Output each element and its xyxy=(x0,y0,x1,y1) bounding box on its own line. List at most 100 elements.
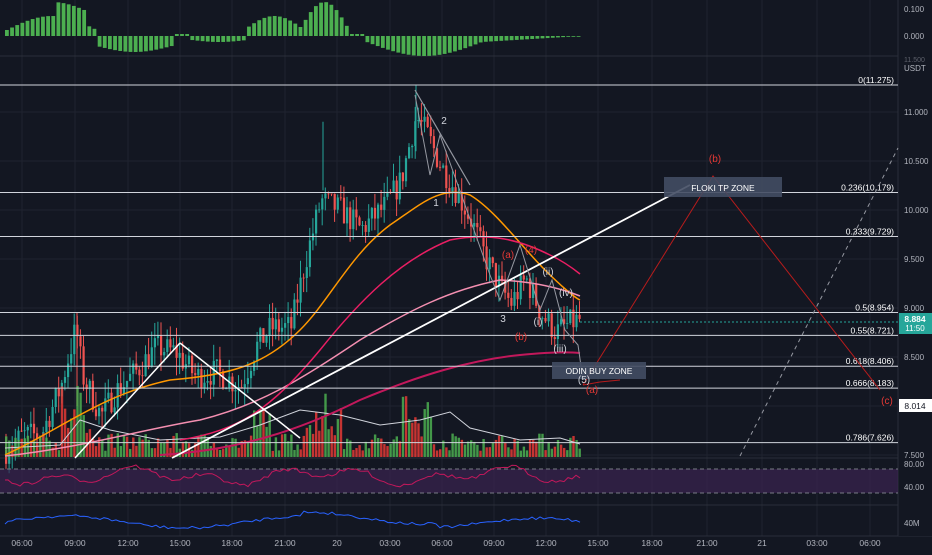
candle-body-27 xyxy=(88,380,91,390)
volume-bar-81 xyxy=(256,425,259,457)
osc-bar-21 xyxy=(113,36,117,51)
candle-body-130 xyxy=(408,147,411,159)
osc-bar-49 xyxy=(257,20,262,36)
osc-bar-25 xyxy=(133,36,138,52)
volume-bar-5 xyxy=(20,438,23,457)
osc-bar-86 xyxy=(447,36,452,53)
candle-body-123 xyxy=(386,191,389,197)
volume-bar-63 xyxy=(200,434,203,457)
osc-bar-32 xyxy=(169,36,174,47)
zone-odin-buy-label: ODIN BUY ZONE xyxy=(566,366,633,376)
price-axis-bg xyxy=(898,0,932,536)
osc-bar-34 xyxy=(180,34,184,36)
osc-bar-31 xyxy=(164,36,169,48)
volume-bar-134 xyxy=(420,436,423,457)
candle-body-8 xyxy=(29,423,32,427)
osc-bar-71 xyxy=(370,36,375,45)
osc-bar-63 xyxy=(329,4,334,36)
volume-bar-182 xyxy=(569,437,572,457)
wave-label-12: (b) xyxy=(709,154,721,165)
time-tick-8: 06:00 xyxy=(431,538,453,548)
candle-body-78 xyxy=(246,378,249,385)
osc-bar-26 xyxy=(138,36,143,52)
candle-body-88 xyxy=(277,319,280,332)
candle-body-175 xyxy=(547,313,550,322)
time-tick-5: 21:00 xyxy=(274,538,296,548)
candle-body-143 xyxy=(448,188,451,192)
volume-bar-160 xyxy=(501,435,504,457)
volume-bar-102 xyxy=(321,416,324,457)
osc-bar-80 xyxy=(417,36,421,56)
candle-body-55 xyxy=(175,345,178,358)
volume-bar-117 xyxy=(367,448,371,457)
volume-bar-157 xyxy=(491,442,495,457)
volume-bar-94 xyxy=(296,444,299,457)
osc-bar-28 xyxy=(149,36,153,51)
osc-bar-103 xyxy=(535,36,540,39)
candle-body-180 xyxy=(563,319,566,324)
volume-bar-54 xyxy=(172,435,175,457)
volume-bar-40 xyxy=(129,448,132,457)
candle-body-111 xyxy=(349,207,352,230)
osc-bar-61 xyxy=(319,2,323,37)
price-tick-2: 10.000 xyxy=(904,206,929,215)
volume-bar-173 xyxy=(541,433,544,457)
candle-body-16 xyxy=(54,388,57,407)
osc-bar-60 xyxy=(314,6,318,37)
candle-body-149 xyxy=(466,214,470,219)
volume-bar-70 xyxy=(222,448,225,457)
candle-body-50 xyxy=(160,335,163,356)
osc-bar-73 xyxy=(380,36,385,48)
candle-body-57 xyxy=(181,352,184,369)
volume-bar-108 xyxy=(339,408,343,457)
volume-bar-176 xyxy=(550,448,553,457)
candle-body-45 xyxy=(144,354,147,377)
candle-body-158 xyxy=(494,263,497,287)
candle-body-30 xyxy=(98,407,101,417)
osc-bar-88 xyxy=(458,36,462,50)
volume-bar-98 xyxy=(308,425,312,457)
volume-bar-72 xyxy=(228,446,231,457)
osc-bar-69 xyxy=(360,34,365,36)
candle-body-183 xyxy=(572,309,575,328)
volume-bar-165 xyxy=(516,440,519,457)
volume-bar-9 xyxy=(32,439,36,457)
time-tick-0: 06:00 xyxy=(11,538,33,548)
candle-body-46 xyxy=(147,354,150,367)
volume-bar-125 xyxy=(392,439,395,457)
candle-body-92 xyxy=(290,317,293,329)
volume-bar-181 xyxy=(566,450,569,457)
price-tick-4: 9.000 xyxy=(904,304,925,313)
volume-bar-88 xyxy=(277,450,281,457)
volume-bar-41 xyxy=(132,437,135,457)
osc-bar-83 xyxy=(432,36,437,56)
candle-body-142 xyxy=(445,165,448,189)
volume-bar-10 xyxy=(36,443,39,457)
candle-body-6 xyxy=(23,430,26,432)
osc-bar-81 xyxy=(422,36,426,56)
volume-bar-129 xyxy=(404,396,408,457)
candle-body-7 xyxy=(26,426,29,431)
time-tick-7: 03:00 xyxy=(379,538,401,548)
volume-bar-168 xyxy=(525,450,529,457)
osc-bar-54 xyxy=(283,18,287,36)
osc-bar-9 xyxy=(51,16,56,36)
candle-body-48 xyxy=(153,338,156,348)
volume-bar-149 xyxy=(466,441,470,457)
volume-bar-103 xyxy=(324,393,327,457)
osc-bar-95 xyxy=(494,36,499,42)
volume-bar-66 xyxy=(209,446,212,457)
candle-body-85 xyxy=(268,317,271,336)
candle-body-91 xyxy=(287,317,290,324)
osc-bar-108 xyxy=(561,36,565,38)
osc-cut-label: 11.500 xyxy=(904,57,925,64)
volume-bar-95 xyxy=(299,449,302,457)
marker-price: 8.014 xyxy=(904,401,926,411)
candle-body-17 xyxy=(57,388,60,397)
osc-bar-29 xyxy=(154,36,159,50)
osc-bar-55 xyxy=(288,20,293,36)
candle-body-153 xyxy=(479,227,482,232)
volume-bar-153 xyxy=(479,450,482,457)
